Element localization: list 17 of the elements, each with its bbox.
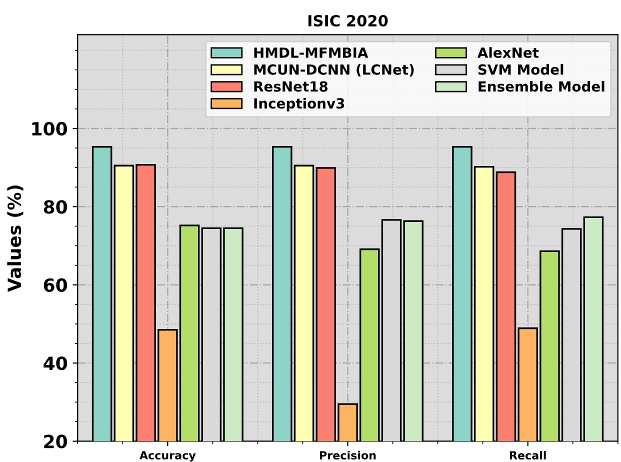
y-tick-label: 40 xyxy=(44,356,68,370)
x-tick-label: Recall xyxy=(510,450,546,460)
y-tick-label: 20 xyxy=(44,434,68,448)
y-axis-title: Values (%) xyxy=(7,185,24,292)
legend-label: Ensemble Model xyxy=(478,80,604,92)
legend-label: AlexNet xyxy=(477,47,539,58)
legend-label: SVM Model xyxy=(478,64,564,75)
x-tick-label: Precision xyxy=(320,450,376,460)
y-tick-label: 60 xyxy=(44,278,68,292)
x-tick-label: Accuracy xyxy=(139,451,196,462)
legend-label: MCUN-DCNN (LCNet) xyxy=(254,64,414,76)
y-tick-label: 100 xyxy=(32,122,68,136)
y-tick-label: 80 xyxy=(44,200,68,214)
legend-label: ResNet18 xyxy=(254,81,328,92)
chart-title: ISIC 2020 xyxy=(308,14,388,27)
legend-label: Inceptionv3 xyxy=(254,98,344,112)
legend-label: HMDL-MFMBIA xyxy=(254,48,368,58)
